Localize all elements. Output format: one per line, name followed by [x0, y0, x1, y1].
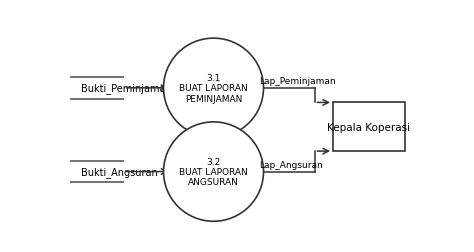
- Text: Lap_Angsuran: Lap_Angsuran: [259, 160, 323, 169]
- Text: 3.2
BUAT LAPORAN
ANGSURAN: 3.2 BUAT LAPORAN ANGSURAN: [179, 157, 248, 187]
- Text: Lap_Peminjaman: Lap_Peminjaman: [259, 77, 336, 85]
- Ellipse shape: [164, 122, 264, 221]
- Bar: [333, 103, 404, 151]
- Text: Bukti_Peminjaman: Bukti_Peminjaman: [82, 83, 172, 94]
- Text: Bukti_Angsuran: Bukti_Angsuran: [82, 167, 158, 177]
- Text: Kepala Koperasi: Kepala Koperasi: [327, 122, 410, 132]
- Text: 3.1
BUAT LAPORAN
PEMINJAMAN: 3.1 BUAT LAPORAN PEMINJAMAN: [179, 74, 248, 103]
- Ellipse shape: [164, 39, 264, 138]
